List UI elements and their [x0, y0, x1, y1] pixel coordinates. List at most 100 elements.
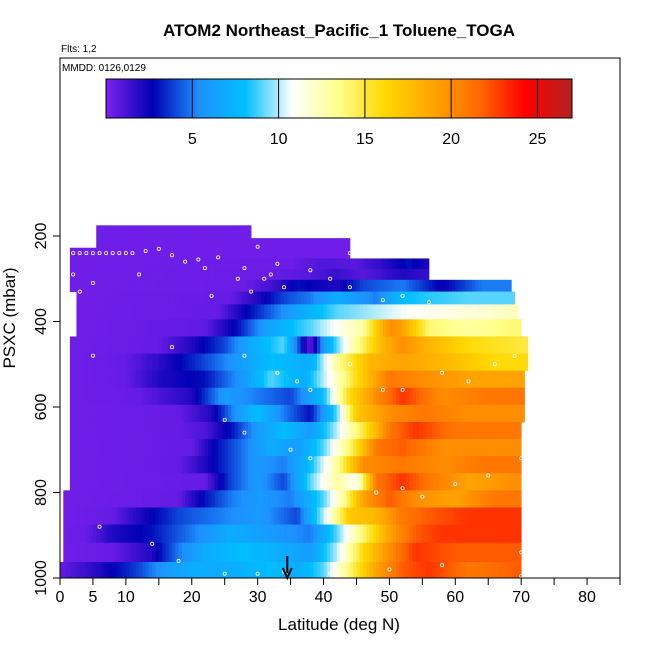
heatmap-cell [494, 473, 499, 491]
x-tick-label: 30 [249, 589, 267, 606]
heatmap-cell [274, 291, 278, 305]
heatmap-cell [106, 473, 110, 491]
heatmap-cell [129, 542, 133, 563]
heatmap-cell [129, 387, 133, 406]
heatmap-cell [484, 421, 489, 440]
heatmap-cell [313, 269, 318, 281]
heatmap-cell [228, 456, 232, 474]
heatmap-cell [231, 319, 235, 337]
heatmap-cell [175, 456, 179, 474]
heatmap-cell [290, 353, 295, 372]
heatmap-cell [366, 421, 371, 440]
heatmap-cell [471, 473, 476, 491]
heatmap-cell [521, 370, 525, 389]
heatmap-cell [284, 336, 288, 354]
heatmap-cell [488, 387, 492, 406]
heatmap-cell [300, 507, 305, 525]
measurement-point [380, 387, 385, 392]
heatmap-cell [231, 225, 235, 239]
heatmap-cell [484, 304, 489, 320]
heatmap-cell [175, 225, 179, 239]
heatmap-cell [402, 421, 407, 440]
heatmap-cell [201, 247, 206, 259]
heatmap-cell [333, 291, 338, 305]
heatmap-cell [333, 439, 338, 457]
heatmap-cell [475, 473, 479, 491]
heatmap-cell [323, 269, 328, 281]
heatmap-cell [86, 269, 91, 281]
heatmap-cell [484, 561, 489, 578]
heatmap-cell [116, 507, 120, 525]
heatmap-cell [346, 258, 351, 270]
heatmap-cell [69, 336, 74, 354]
heatmap-cell [280, 279, 285, 292]
heatmap-cell [468, 404, 473, 423]
heatmap-cell [320, 404, 324, 423]
heatmap-cell [198, 336, 203, 354]
heatmap-cell [501, 507, 506, 525]
heatmap-cell [198, 404, 203, 423]
heatmap-cell [303, 490, 308, 508]
heatmap-cell [501, 279, 506, 292]
heatmap-cell [172, 247, 176, 259]
heatmap-bands [60, 225, 529, 578]
heatmap-cell [155, 561, 160, 578]
heatmap-cell [465, 473, 469, 491]
heatmap-cell [135, 291, 140, 305]
heatmap-cell [251, 421, 255, 440]
heatmap-cell [498, 319, 502, 337]
heatmap-cell [488, 507, 492, 525]
heatmap-cell [165, 387, 170, 406]
heatmap-cell [185, 387, 189, 406]
heatmap-cell [428, 561, 433, 578]
heatmap-cell [231, 269, 235, 281]
heatmap-cell [366, 387, 371, 406]
heatmap-cell [175, 524, 179, 544]
heatmap-cell [270, 336, 275, 354]
heatmap-cell [139, 524, 143, 544]
heatmap-cell [359, 507, 364, 525]
heatmap-cell [333, 561, 338, 578]
heatmap-cell [221, 542, 226, 563]
heatmap-cell [241, 490, 245, 508]
heatmap-cell [79, 507, 84, 525]
heatmap-cell [353, 542, 357, 563]
heatmap-cell [178, 225, 183, 239]
heatmap-cell [92, 404, 97, 423]
heatmap-cell [517, 473, 522, 491]
heatmap-cell [155, 304, 160, 320]
heatmap-cell [405, 279, 410, 292]
heatmap-cell [494, 279, 499, 292]
heatmap-cell [270, 370, 275, 389]
heatmap-cell [399, 353, 403, 372]
heatmap-cell [382, 561, 387, 578]
heatmap-cell [323, 247, 328, 259]
measurement-point [196, 257, 201, 262]
heatmap-cell [343, 238, 347, 249]
heatmap-cell [274, 561, 278, 578]
heatmap-cell [491, 319, 496, 337]
heatmap-cell [372, 561, 377, 578]
heatmap-cell [428, 507, 433, 525]
heatmap-cell [148, 473, 153, 491]
heatmap-cell [333, 507, 338, 525]
heatmap-cell [363, 507, 367, 525]
heatmap-cell [158, 247, 163, 259]
heatmap-cell [336, 247, 341, 259]
heatmap-cell [79, 353, 84, 372]
heatmap-cell [172, 490, 176, 508]
heatmap-cell [181, 279, 186, 292]
heatmap-cell [340, 456, 344, 474]
heatmap-cell [409, 319, 413, 337]
heatmap-cell [422, 421, 427, 440]
heatmap-cell [280, 258, 285, 270]
heatmap-cell [204, 507, 209, 525]
heatmap-cell [280, 238, 285, 249]
heatmap-cell [237, 473, 242, 491]
heatmap-cell [316, 269, 321, 281]
heatmap-cell [221, 524, 226, 544]
heatmap-cell [125, 353, 130, 372]
heatmap-cell [369, 387, 374, 406]
heatmap-cell [517, 561, 522, 578]
heatmap-cell [83, 561, 87, 578]
